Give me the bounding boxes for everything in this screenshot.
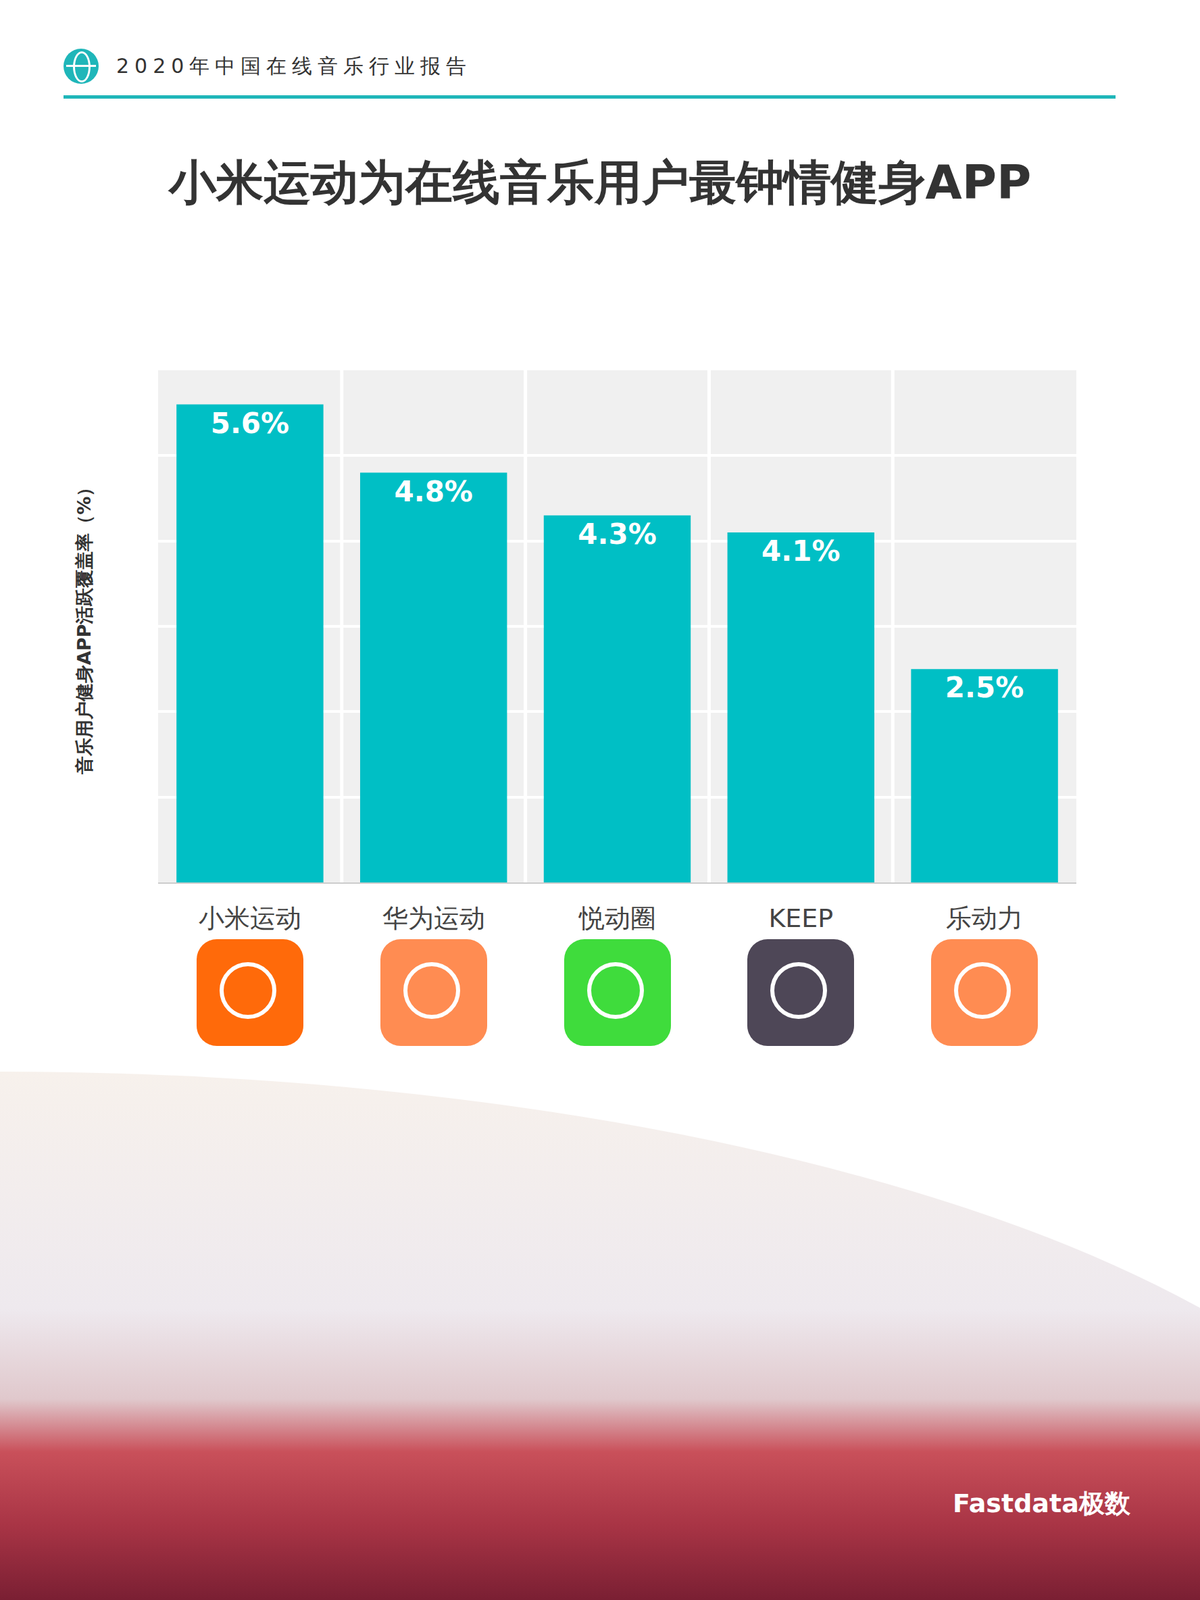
- svg-text:5.6%: 5.6%: [210, 406, 290, 440]
- svg-text:悦动圈: 悦动圈: [577, 903, 657, 934]
- svg-text:4.1%: 4.1%: [761, 534, 840, 568]
- svg-text:4.3%: 4.3%: [577, 517, 657, 551]
- svg-text:2.5%: 2.5%: [945, 670, 1024, 705]
- svg-text:KEEP: KEEP: [768, 903, 834, 934]
- html-text:2020年中国在线音乐行业报告: 2020年中国在线音乐行业报告: [116, 53, 472, 78]
- svg-text:4.8%: 4.8%: [393, 475, 473, 509]
- svg-text:小米运动为在线音乐用户最钟情健身APP: 小米运动为在线音乐用户最钟情健身APP: [167, 154, 1032, 211]
- html-text:Fastdata极数: Fastdata极数: [952, 1488, 1131, 1519]
- svg-text:小米运动: 小米运动: [198, 903, 302, 934]
- svg-text:音乐用户健身APP活跃覆盖率（%）: 音乐用户健身APP活跃覆盖率（%）: [73, 478, 95, 776]
- svg-text:华为运动: 华为运动: [382, 903, 486, 934]
- svg-text:乐动力: 乐动力: [945, 903, 1023, 934]
